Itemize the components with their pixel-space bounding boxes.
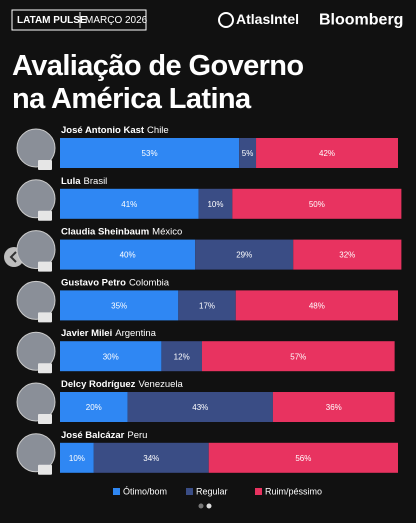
atlas-logo: [218, 12, 234, 28]
value-label: 48%: [309, 302, 325, 311]
tag-box: [11, 9, 147, 31]
bar-segment: [235, 290, 398, 321]
flag: [38, 312, 52, 323]
name: José Balcázar: [61, 429, 125, 440]
avatar: [16, 179, 56, 219]
bar-segment: [239, 138, 257, 168]
country: Argentina: [115, 328, 156, 339]
country: Venezuela: [138, 379, 183, 390]
legend-swatch: [186, 488, 193, 495]
leader-name: José Antonio Kast Chile: [61, 125, 169, 136]
leader-name: Javier Milei Argentina: [61, 328, 157, 339]
bar-segment: [201, 341, 395, 372]
legend-label: Regular: [196, 486, 228, 496]
legend-swatch: [255, 488, 262, 495]
avatar: [16, 331, 56, 371]
value-label: 10%: [207, 200, 223, 209]
avatar: [16, 128, 56, 168]
name: José Antonio Kast: [61, 125, 145, 136]
value-label: 34%: [143, 454, 159, 463]
name: Delcy Rodríguez: [61, 379, 136, 390]
country: México: [152, 226, 182, 237]
avatar: [16, 230, 56, 270]
avatar: [16, 382, 56, 422]
date: MARÇO 2026: [85, 15, 148, 26]
value-label: 10%: [69, 454, 85, 463]
bar-segment: [60, 188, 199, 219]
leader-name: Claudia Sheinbaum México: [61, 226, 182, 237]
bar-segment: [60, 290, 179, 321]
bar-segment: [232, 188, 402, 219]
bar-segment: [161, 341, 202, 372]
tag: LATAM PULSE: [17, 15, 87, 26]
value-label: 30%: [103, 352, 119, 361]
value-label: 29%: [236, 251, 252, 260]
prev-icon: [9, 251, 17, 263]
bar-segment: [60, 138, 240, 168]
bar-segment: [60, 442, 94, 473]
value-label: 41%: [121, 200, 137, 209]
flag: [38, 261, 52, 272]
page-dot: [198, 503, 204, 509]
value-label: 20%: [86, 403, 102, 412]
value-label: 36%: [326, 403, 342, 412]
value-label: 12%: [174, 352, 190, 361]
bar-segment: [60, 341, 162, 372]
flag: [38, 414, 52, 424]
value-label: 17%: [199, 302, 215, 311]
value-label: 56%: [295, 454, 311, 463]
leader-name: Delcy Rodríguez Venezuela: [61, 379, 184, 390]
legend-swatch: [113, 488, 120, 495]
leader-name: José Balcázar Peru: [61, 429, 147, 440]
bar-segment: [272, 392, 395, 422]
flag: [38, 464, 52, 475]
brand-atlas: AtlasIntel: [236, 11, 299, 27]
bar-segment: [293, 239, 402, 270]
brand-bloomberg: Bloomberg: [319, 12, 403, 29]
leader-name: Gustavo Petro Colombia: [61, 277, 170, 288]
avatar: [16, 433, 56, 473]
bar-segment: [60, 239, 196, 270]
country: Brasil: [84, 175, 108, 186]
page-dot: [206, 503, 212, 509]
value-label: 50%: [309, 200, 325, 209]
value-label: 40%: [120, 251, 136, 260]
bar-segment: [93, 442, 209, 473]
value-label: 53%: [142, 149, 158, 158]
avatar: [16, 280, 56, 320]
bar-segment: [208, 442, 398, 473]
bar-segment: [127, 392, 273, 422]
bar-segment: [256, 138, 398, 168]
bar-segment: [195, 239, 294, 270]
country: Chile: [147, 125, 169, 136]
country: Colombia: [129, 277, 170, 288]
value-label: 35%: [111, 302, 127, 311]
name: Javier Milei: [61, 328, 112, 339]
value-label: 5%: [242, 149, 254, 158]
legend-label: Ruim/péssimo: [265, 486, 322, 496]
country: Peru: [127, 429, 147, 440]
name: Claudia Sheinbaum: [61, 226, 149, 237]
value-label: 32%: [339, 251, 355, 260]
value-label: 42%: [319, 149, 335, 158]
name: Lula: [61, 175, 81, 186]
flag: [38, 363, 52, 374]
bar-segment: [198, 188, 233, 219]
name: Gustavo Petro: [61, 277, 126, 288]
leader-name: Lula Brasil: [61, 175, 107, 186]
chart-title: Avaliação de Governo na América Latina: [12, 50, 304, 115]
flag: [38, 160, 52, 170]
value-label: 57%: [290, 352, 306, 361]
bar-segment: [60, 392, 128, 422]
flag: [38, 210, 52, 221]
legend-label: Ótimo/bom: [123, 486, 167, 496]
bar-segment: [178, 290, 236, 321]
value-label: 43%: [192, 403, 208, 412]
